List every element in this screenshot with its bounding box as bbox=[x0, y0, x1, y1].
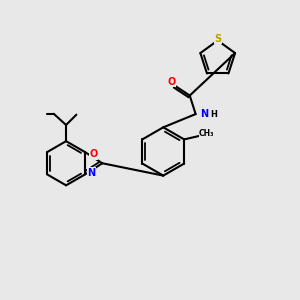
Text: S: S bbox=[214, 34, 221, 44]
Text: N: N bbox=[87, 168, 95, 178]
Text: N: N bbox=[200, 109, 208, 119]
Text: O: O bbox=[89, 149, 97, 159]
Text: H: H bbox=[211, 110, 217, 119]
Text: CH₃: CH₃ bbox=[199, 129, 214, 138]
Text: O: O bbox=[167, 77, 175, 87]
